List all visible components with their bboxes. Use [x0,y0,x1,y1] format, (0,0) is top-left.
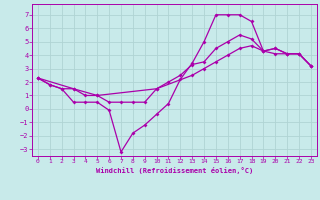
X-axis label: Windchill (Refroidissement éolien,°C): Windchill (Refroidissement éolien,°C) [96,167,253,174]
